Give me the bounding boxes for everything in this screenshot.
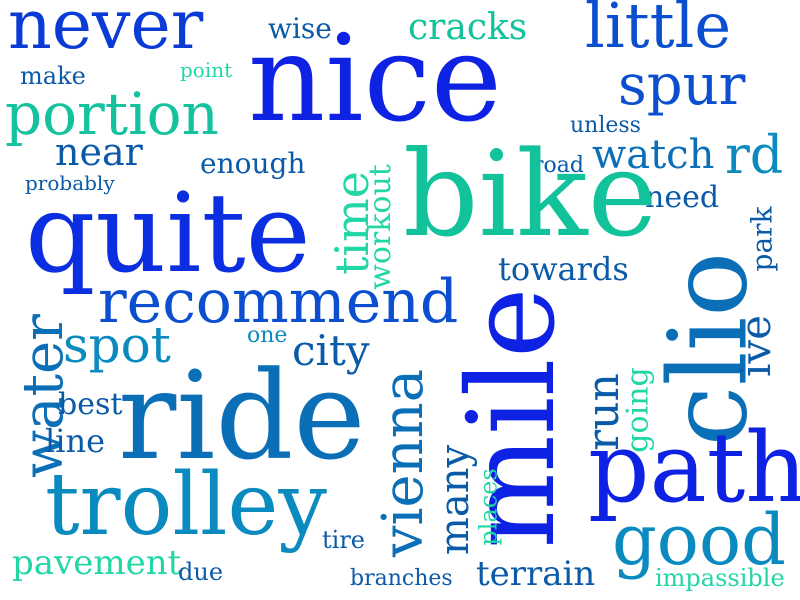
word-never: never <box>8 0 204 65</box>
word-probably: probably <box>25 171 115 195</box>
word-branches: branches <box>350 566 453 591</box>
word-portion: portion <box>5 80 219 148</box>
word-terrain: terrain <box>476 554 596 594</box>
word-one: one <box>247 323 288 348</box>
word-places: places <box>474 468 503 546</box>
word-need: need <box>645 180 720 215</box>
word-nice: nice <box>248 10 502 149</box>
word-line: line <box>45 422 106 460</box>
word-watch: watch <box>592 132 715 178</box>
word-towards: towards <box>498 250 629 288</box>
word-cracks: cracks <box>408 7 528 48</box>
word-unless: unless <box>570 113 641 138</box>
word-pavement: pavement <box>12 543 182 583</box>
word-city: city <box>292 326 370 375</box>
word-many: many <box>432 444 479 556</box>
word-path: path <box>588 412 800 524</box>
word-rd: rd <box>725 126 784 186</box>
word-enough: enough <box>200 147 306 180</box>
word-little: little <box>585 0 732 62</box>
word-ive: ive <box>731 314 781 378</box>
word-spot: spot <box>63 316 171 374</box>
word-wise: wise <box>268 12 332 45</box>
word-good: good <box>612 499 786 581</box>
word-ride: ride <box>118 345 366 487</box>
word-near: near <box>55 130 143 174</box>
word-due: due <box>178 558 224 586</box>
word-point: point <box>180 58 233 82</box>
word-make: make <box>20 62 86 90</box>
word-quite: quite <box>25 169 311 297</box>
word-tire: tire <box>322 526 365 554</box>
word-impassible: impassible <box>655 564 785 592</box>
word-spur: spur <box>618 53 746 118</box>
word-road: road <box>533 153 584 178</box>
word-best: best <box>58 387 123 422</box>
word-recommend: recommend <box>98 267 459 337</box>
word-trolley: trolley <box>45 455 327 555</box>
word-bike: bike <box>403 125 658 263</box>
word-vienna: vienna <box>371 368 437 558</box>
